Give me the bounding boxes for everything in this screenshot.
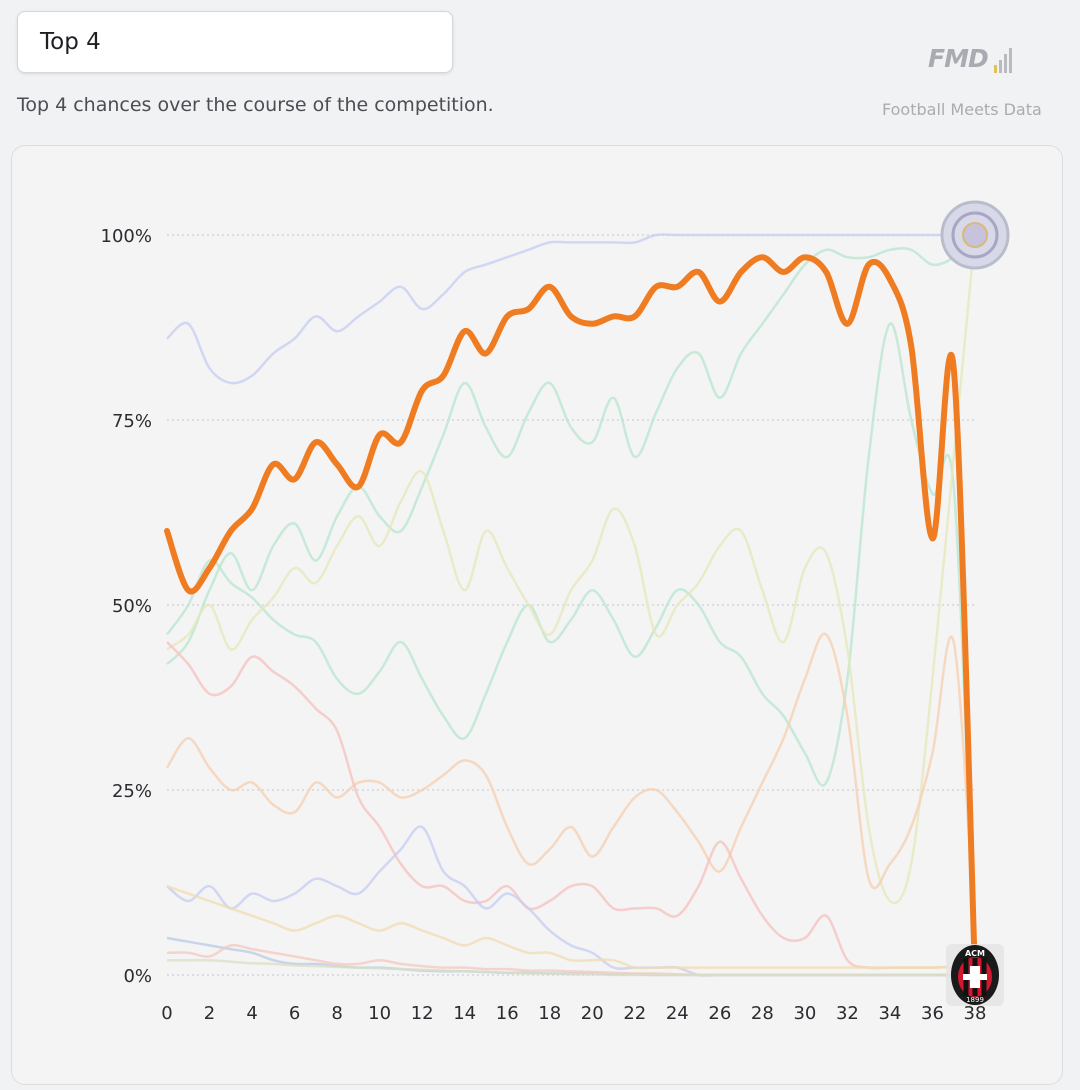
x-tick-label: 18 [538, 1003, 561, 1024]
y-tick-label: 75% [112, 411, 152, 432]
x-tick-label: 22 [623, 1003, 646, 1024]
x-tick-label: 2 [204, 1003, 215, 1024]
x-tick-label: 34 [878, 1003, 901, 1024]
background-series-line [166, 234, 977, 905]
y-tick-label: 50% [112, 596, 152, 617]
x-tick-label: 10 [368, 1003, 391, 1024]
selector-label: Top 4 [40, 29, 101, 55]
y-tick-label: 0% [123, 966, 152, 987]
logo-bars-icon [994, 48, 1012, 73]
x-tick-label: 0 [161, 1003, 172, 1024]
x-tick-label: 30 [793, 1003, 816, 1024]
background-series-line [166, 233, 975, 385]
fmd-logo: FMD [928, 44, 989, 73]
competition-stat-selector[interactable]: Top 4 [17, 11, 453, 73]
milan-crest-cross-h [963, 974, 987, 980]
background-series-line [166, 234, 976, 666]
x-tick-label: 28 [751, 1003, 774, 1024]
y-tick-label: 25% [112, 781, 152, 802]
x-tick-label: 26 [708, 1003, 731, 1024]
inter-crest-ring [951, 211, 999, 259]
x-tick-label: 20 [581, 1003, 604, 1024]
highlight-series-line [164, 254, 978, 978]
x-tick-label: 16 [496, 1003, 519, 1024]
chart-card: 0% 25% 50% 75% 100% 0 2 4 6 8 10 12 14 16 18 20 22 24 26 28… [11, 145, 1063, 1085]
x-tick-label: 6 [289, 1003, 300, 1024]
background-series-line [166, 641, 976, 977]
milan-crest-text: ACM [965, 949, 985, 958]
y-tick-label: 100% [101, 226, 152, 247]
x-tick-label: 8 [331, 1003, 342, 1024]
brand-name: Football Meets Data [882, 100, 1042, 119]
x-tick-label: 12 [411, 1003, 434, 1024]
x-tick-label: 36 [921, 1003, 944, 1024]
x-tick-label: 38 [964, 1003, 987, 1024]
background-series-line [165, 322, 977, 976]
background-series-line [166, 825, 975, 977]
background-series-line [166, 885, 976, 977]
inter-crest-center [962, 222, 988, 248]
x-tick-label: 32 [836, 1003, 859, 1024]
chart-subtitle: Top 4 chances over the course of the com… [17, 94, 494, 116]
background-series-line [165, 632, 977, 939]
x-tick-label: 4 [246, 1003, 257, 1024]
milan-crest-year: 1899 [966, 996, 984, 1004]
line-chart: 0%25%50%75%100%0 2 4 6 8 10 12 14 16 18 20 22 24 26 28… [101, 200, 1010, 1024]
x-tick-label: 24 [666, 1003, 689, 1024]
x-tick-label: 14 [453, 1003, 476, 1024]
background-series-line [167, 958, 975, 977]
